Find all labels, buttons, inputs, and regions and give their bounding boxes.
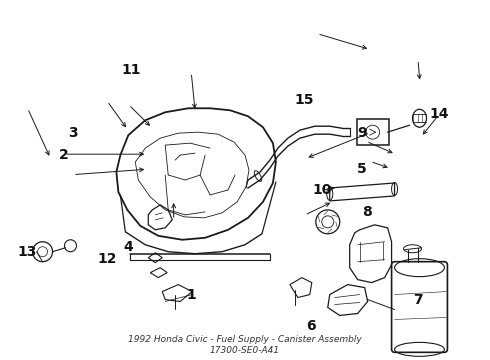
Text: 4: 4	[124, 240, 134, 255]
Text: 9: 9	[357, 126, 367, 140]
Text: 10: 10	[313, 183, 332, 197]
Text: 3: 3	[68, 126, 78, 140]
Text: 8: 8	[362, 205, 372, 219]
Text: 13: 13	[18, 245, 37, 259]
Text: 5: 5	[356, 162, 366, 176]
Text: 7: 7	[413, 293, 423, 307]
Text: 15: 15	[295, 93, 315, 107]
Text: 2: 2	[59, 148, 69, 162]
Text: 14: 14	[430, 107, 449, 121]
Text: 6: 6	[306, 319, 315, 333]
Text: 1: 1	[186, 288, 196, 302]
Text: 12: 12	[98, 252, 117, 266]
Text: 11: 11	[122, 63, 142, 77]
Text: 1992 Honda Civic - Fuel Supply - Canister Assembly
17300-SE0-A41: 1992 Honda Civic - Fuel Supply - Caniste…	[128, 335, 362, 355]
